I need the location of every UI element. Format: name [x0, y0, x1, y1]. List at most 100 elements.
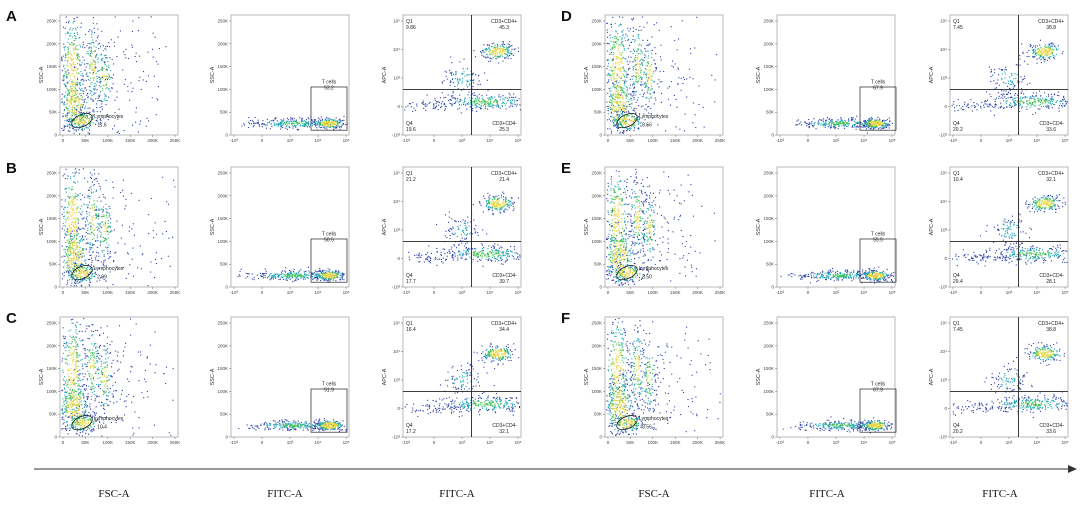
event-dot: [507, 253, 509, 255]
event-dot: [84, 271, 86, 273]
event-dot: [70, 403, 72, 405]
event-dot: [436, 247, 438, 249]
event-dot: [91, 247, 93, 249]
event-dot: [318, 276, 320, 278]
event-dot: [63, 95, 65, 97]
event-dot: [68, 249, 70, 251]
event-dot: [91, 67, 93, 69]
event-dot: [290, 271, 292, 273]
event-dot: [65, 21, 67, 23]
event-dot: [64, 376, 66, 378]
event-dot: [458, 104, 460, 106]
event-dot: [63, 419, 65, 421]
event-dot: [497, 252, 499, 254]
event-dot: [497, 205, 499, 207]
event-dot: [310, 122, 312, 124]
event-dot: [75, 368, 77, 370]
event-dot: [441, 92, 443, 94]
event-dot: [106, 57, 108, 59]
event-dot: [486, 102, 488, 104]
event-dot: [451, 62, 453, 64]
event-dot: [497, 253, 499, 255]
event-dot: [74, 20, 76, 22]
event-dot: [66, 363, 68, 365]
event-dot: [452, 73, 454, 75]
event-dot: [155, 252, 157, 254]
event-dot: [304, 123, 306, 125]
event-dot: [72, 127, 74, 129]
event-dot: [498, 260, 500, 262]
event-dot: [302, 120, 304, 122]
event-dot: [169, 265, 171, 267]
event-dot: [489, 96, 491, 98]
event-dot: [91, 36, 93, 38]
event-dot: [487, 202, 489, 204]
event-dot: [341, 278, 343, 280]
event-dot: [260, 275, 262, 277]
event-dot: [332, 272, 334, 274]
event-dot: [91, 274, 93, 276]
event-dot: [77, 427, 79, 429]
event-dot: [495, 252, 497, 254]
event-dot: [69, 415, 71, 417]
event-dot: [73, 111, 75, 113]
event-dot: [93, 225, 95, 227]
event-dot: [90, 97, 92, 99]
event-dot: [92, 114, 94, 116]
event-dot: [76, 231, 78, 233]
y-tick-label: 50K: [220, 262, 228, 267]
event-dot: [71, 389, 73, 391]
event-dot: [497, 202, 499, 204]
event-dot: [341, 274, 343, 276]
event-dot: [85, 280, 87, 282]
event-dot: [262, 123, 264, 125]
event-dot: [323, 277, 325, 279]
event-dot: [68, 91, 70, 93]
event-dot: [91, 82, 93, 84]
event-dot: [69, 246, 71, 248]
event-dot: [473, 228, 475, 230]
event-dot: [72, 70, 74, 72]
event-dot: [88, 214, 90, 216]
event-dot: [501, 259, 503, 261]
event-dot: [480, 204, 482, 206]
event-dot: [471, 73, 473, 75]
event-dot: [64, 336, 66, 338]
event-dot: [68, 259, 70, 261]
event-dot: [75, 222, 77, 224]
event-dot: [511, 99, 513, 101]
event-dot: [475, 99, 477, 101]
event-dot: [102, 264, 104, 266]
event-dot: [511, 251, 513, 253]
event-dot: [73, 395, 75, 397]
event-dot: [81, 125, 83, 127]
event-dot: [69, 127, 71, 129]
event-dot: [102, 215, 104, 217]
event-dot: [106, 69, 108, 71]
event-dot: [440, 254, 442, 256]
event-dot: [75, 345, 77, 347]
event-dot: [496, 105, 498, 107]
event-dot: [280, 119, 282, 121]
event-dot: [132, 124, 134, 126]
event-dot: [473, 102, 475, 104]
event-dot: [68, 408, 70, 410]
event-dot: [148, 120, 150, 122]
event-dot: [245, 277, 247, 279]
event-dot: [291, 117, 293, 119]
event-dot: [65, 358, 67, 360]
event-dot: [435, 106, 437, 108]
event-dot: [323, 126, 325, 128]
event-dot: [507, 46, 509, 48]
event-dot: [500, 206, 502, 208]
event-dot: [100, 81, 102, 83]
event-dot: [63, 46, 65, 48]
plot-frame: [230, 166, 350, 288]
event-dot: [71, 263, 73, 265]
event-dot: [308, 118, 310, 120]
event-dot: [305, 125, 307, 127]
event-dot: [108, 42, 110, 44]
event-dot: [76, 97, 78, 99]
event-dot: [77, 365, 79, 367]
